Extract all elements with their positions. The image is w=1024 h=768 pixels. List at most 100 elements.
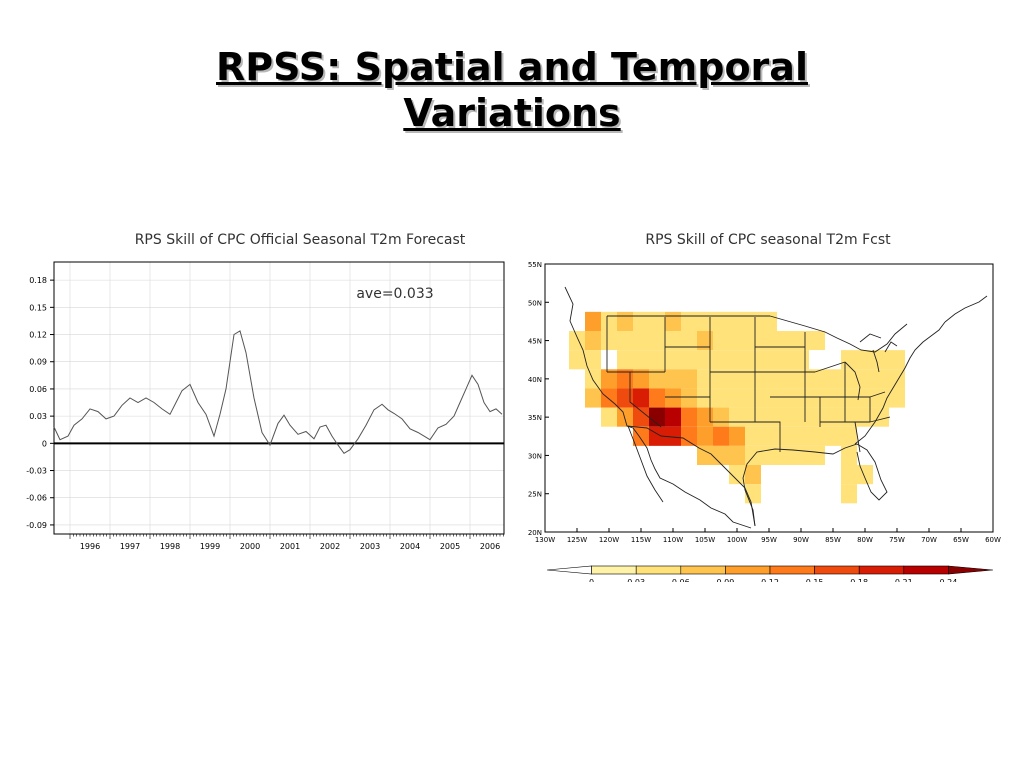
lon-tick-label: 90W bbox=[793, 536, 809, 544]
heatmap-cell bbox=[681, 388, 697, 408]
heatmap-cell bbox=[729, 426, 745, 446]
y-tick-label: -0.06 bbox=[26, 494, 47, 503]
heatmap-cell bbox=[617, 407, 633, 427]
heatmap-cell bbox=[713, 388, 729, 408]
lat-tick-label: 35N bbox=[528, 414, 542, 422]
heatmap-cell bbox=[585, 311, 601, 331]
left-chart-y-axis: 0.18 0.15 0.12 0.09 0.06 0.03 0 -0.03 -0.06 -0.09 bbox=[26, 276, 54, 530]
heatmap-cell bbox=[777, 331, 793, 351]
heatmap-cell bbox=[777, 407, 793, 427]
heatmap-cell bbox=[617, 369, 633, 389]
y-tick-label: 0.09 bbox=[29, 358, 47, 367]
heatmap-cell bbox=[601, 388, 617, 408]
heatmap-cell bbox=[857, 407, 873, 427]
heatmap-cell bbox=[601, 407, 617, 427]
heatmap-cell bbox=[777, 369, 793, 389]
heatmap-cell bbox=[697, 331, 713, 351]
heatmap-cell bbox=[697, 369, 713, 389]
colorbar-label: 0 bbox=[589, 578, 594, 582]
colorbar-segment bbox=[546, 565, 592, 575]
heatmap-cell bbox=[809, 426, 825, 446]
heatmap-cell bbox=[633, 388, 649, 408]
heatmap-cell bbox=[841, 465, 857, 485]
lon-tick-label: 80W bbox=[857, 536, 873, 544]
heatmap-cell bbox=[601, 331, 617, 351]
heatmap-cell bbox=[857, 388, 873, 408]
lon-tick-label: 120W bbox=[599, 536, 619, 544]
heatmap-cell bbox=[825, 407, 841, 427]
heatmap-cell bbox=[793, 407, 809, 427]
heatmap-cell bbox=[665, 311, 681, 331]
colorbar-label: 0.09 bbox=[716, 578, 734, 582]
x-tick-label: 2002 bbox=[320, 542, 340, 551]
heatmap-cell bbox=[745, 465, 761, 485]
heatmap-cell bbox=[665, 388, 681, 408]
y-tick-label: 0.06 bbox=[29, 385, 47, 394]
lat-tick-label: 25N bbox=[528, 491, 542, 499]
x-tick-label: 1999 bbox=[200, 542, 220, 551]
heatmap-cell bbox=[713, 445, 729, 465]
heatmap-cell bbox=[729, 350, 745, 370]
right-chart-title: RPS Skill of CPC seasonal T2m Fcst bbox=[645, 232, 891, 248]
heatmap-cell bbox=[889, 350, 905, 370]
heatmap-cell bbox=[633, 311, 649, 331]
x-tick-label: 2004 bbox=[400, 542, 420, 551]
x-tick-label: 2005 bbox=[440, 542, 460, 551]
left-chart-title: RPS Skill of CPC Official Seasonal T2m F… bbox=[135, 232, 466, 248]
left-chart-x-axis: 1996 1997 1998 1999 2000 2001 2002 2003 2004 2005… bbox=[69, 534, 504, 551]
x-tick-label: 1997 bbox=[120, 542, 140, 551]
heatmap-cell bbox=[633, 350, 649, 370]
rpss-map-chart: RPS Skill of CPC seasonal T2m Fcst 55N 50… bbox=[528, 232, 1001, 582]
x-tick-label: 2000 bbox=[240, 542, 260, 551]
colorbar-segment bbox=[769, 565, 815, 575]
average-annotation: ave=0.033 bbox=[356, 286, 433, 302]
heatmap-cell bbox=[809, 445, 825, 465]
slide-title-line-2: Variations bbox=[403, 91, 621, 135]
slide-title-line-1: RPSS: Spatial and Temporal bbox=[216, 45, 808, 89]
colorbar-label: 0.21 bbox=[895, 578, 913, 582]
heatmap-cell bbox=[601, 369, 617, 389]
heatmap-cell bbox=[777, 426, 793, 446]
heatmap-cell bbox=[729, 388, 745, 408]
colorbar-label: 0.03 bbox=[627, 578, 645, 582]
heatmap-cell bbox=[617, 331, 633, 351]
left-chart-grid bbox=[54, 262, 504, 534]
heatmap-cell bbox=[745, 311, 761, 331]
colorbar-label: 0.15 bbox=[806, 578, 824, 582]
lat-tick-label: 40N bbox=[528, 376, 542, 384]
lat-tick-label: 55N bbox=[528, 261, 542, 269]
map-heatmap-cells bbox=[569, 311, 905, 504]
lat-tick-label: 50N bbox=[528, 299, 542, 307]
y-tick-label: -0.03 bbox=[26, 467, 47, 476]
heatmap-cell bbox=[841, 484, 857, 504]
heatmap-cell bbox=[761, 311, 777, 331]
heatmap-cell bbox=[777, 350, 793, 370]
colorbar-segment bbox=[591, 565, 637, 575]
left-chart-frame bbox=[53, 261, 505, 535]
heatmap-cell bbox=[761, 369, 777, 389]
heatmap-cell bbox=[665, 426, 681, 446]
heatmap-cell bbox=[601, 311, 617, 331]
heatmap-cell bbox=[825, 388, 841, 408]
colorbar-segment bbox=[948, 565, 994, 575]
lon-tick-label: 70W bbox=[921, 536, 937, 544]
heatmap-cell bbox=[873, 407, 889, 427]
heatmap-cell bbox=[809, 407, 825, 427]
heatmap-cell bbox=[697, 388, 713, 408]
heatmap-cell bbox=[857, 465, 873, 485]
heatmap-cell bbox=[633, 426, 649, 446]
heatmap-cell bbox=[729, 311, 745, 331]
y-tick-label: 0.18 bbox=[29, 276, 47, 285]
heatmap-cell bbox=[841, 388, 857, 408]
heatmap-cell bbox=[745, 350, 761, 370]
lat-tick-label: 30N bbox=[528, 452, 542, 460]
heatmap-cell bbox=[681, 331, 697, 351]
heatmap-cell bbox=[809, 369, 825, 389]
heatmap-cell bbox=[745, 407, 761, 427]
heatmap-cell bbox=[601, 350, 617, 370]
colorbar-segment bbox=[635, 565, 682, 575]
colorbar-segment bbox=[903, 565, 949, 575]
heatmap-cell bbox=[649, 369, 665, 389]
heatmap-cell bbox=[825, 369, 841, 389]
x-tick-label: 2001 bbox=[280, 542, 300, 551]
